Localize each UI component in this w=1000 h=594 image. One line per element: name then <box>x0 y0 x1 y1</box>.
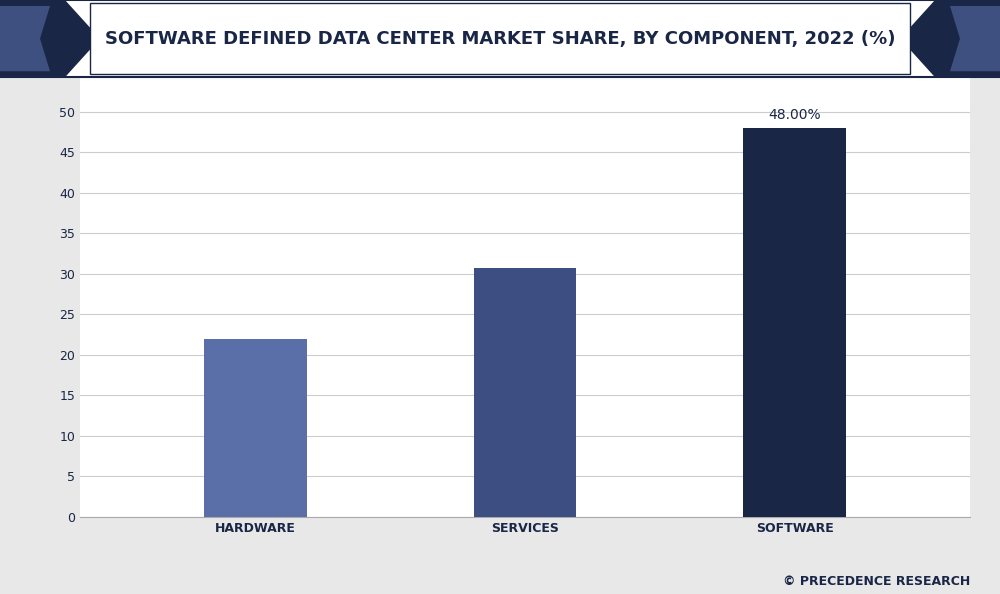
Bar <box>204 339 307 517</box>
Text: SOFTWARE DEFINED DATA CENTER MARKET SHARE, BY COMPONENT, 2022 (%): SOFTWARE DEFINED DATA CENTER MARKET SHAR… <box>105 30 895 48</box>
Text: 48.00%: 48.00% <box>768 108 821 122</box>
Bar <box>743 128 846 517</box>
Text: © PRECEDENCE RESEARCH: © PRECEDENCE RESEARCH <box>783 575 970 588</box>
Bar <box>474 268 576 517</box>
